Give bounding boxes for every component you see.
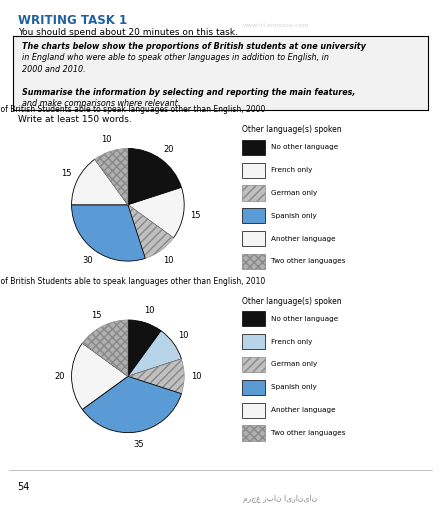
Bar — [242, 425, 265, 440]
Text: 10: 10 — [101, 135, 112, 144]
Bar — [242, 185, 265, 201]
Bar — [242, 254, 265, 269]
Text: 20: 20 — [163, 145, 173, 154]
Text: Spanish only: Spanish only — [271, 385, 317, 390]
Wedge shape — [82, 376, 181, 433]
Text: and make comparisons where relevant.: and make comparisons where relevant. — [22, 99, 180, 109]
Text: 35: 35 — [133, 440, 144, 449]
Text: 54: 54 — [18, 482, 30, 492]
Text: in England who were able to speak other languages in addition to English, in: in England who were able to speak other … — [22, 53, 329, 62]
Text: The charts below show the proportions of British students at one university: The charts below show the proportions of… — [22, 42, 366, 51]
Wedge shape — [128, 205, 173, 259]
Wedge shape — [95, 148, 128, 205]
Text: 10: 10 — [163, 256, 173, 265]
Bar — [242, 334, 265, 349]
Text: Another language: Another language — [271, 236, 336, 242]
Text: www.irl.annossa.com: www.irl.annossa.com — [243, 23, 309, 28]
Text: 10: 10 — [191, 372, 202, 381]
Text: Write at least 150 words.: Write at least 150 words. — [18, 115, 131, 124]
Text: German only: German only — [271, 361, 318, 368]
Text: 10: 10 — [144, 307, 154, 315]
Text: Spanish only: Spanish only — [271, 213, 317, 219]
Text: French only: French only — [271, 167, 313, 173]
Text: 30: 30 — [82, 256, 93, 265]
Bar — [242, 208, 265, 223]
Wedge shape — [128, 187, 184, 238]
Title: % of British Students able to speak languages other than English, 2000: % of British Students able to speak lang… — [0, 105, 265, 114]
Text: No other language: No other language — [271, 316, 338, 322]
Text: Two other languages: Two other languages — [271, 259, 346, 264]
Bar — [242, 380, 265, 395]
Text: 2000 and 2010.: 2000 and 2010. — [22, 65, 85, 74]
Text: 15: 15 — [191, 211, 201, 220]
Text: Summarise the information by selecting and reporting the main features,: Summarise the information by selecting a… — [22, 88, 355, 97]
Bar — [242, 231, 265, 246]
Text: German only: German only — [271, 190, 318, 196]
Text: مرجع زبان ایرانیان: مرجع زبان ایرانیان — [243, 494, 317, 503]
Text: Other language(s) spoken: Other language(s) spoken — [242, 125, 342, 134]
Wedge shape — [128, 320, 161, 376]
Text: You should spend about 20 minutes on this task.: You should spend about 20 minutes on thi… — [18, 28, 238, 37]
Text: 20: 20 — [54, 372, 64, 381]
Title: % of British Students able to speak languages other than English, 2010: % of British Students able to speak lang… — [0, 276, 265, 286]
Text: Another language: Another language — [271, 407, 336, 413]
Text: WRITING TASK 1: WRITING TASK 1 — [18, 14, 127, 27]
Text: French only: French only — [271, 338, 313, 345]
Text: 15: 15 — [61, 169, 72, 178]
Text: Two other languages: Two other languages — [271, 430, 346, 436]
Wedge shape — [82, 320, 128, 376]
Bar — [242, 140, 265, 155]
Text: No other language: No other language — [271, 144, 338, 151]
Wedge shape — [71, 343, 128, 410]
Wedge shape — [128, 359, 184, 394]
Bar — [242, 163, 265, 178]
Wedge shape — [128, 148, 181, 205]
Bar — [242, 357, 265, 372]
Text: Other language(s) spoken: Other language(s) spoken — [242, 297, 342, 306]
Wedge shape — [71, 205, 145, 261]
Text: 15: 15 — [91, 311, 102, 319]
Bar — [242, 311, 265, 327]
Text: 10: 10 — [178, 331, 189, 340]
Wedge shape — [71, 159, 128, 205]
Wedge shape — [128, 331, 181, 376]
Bar — [242, 402, 265, 418]
